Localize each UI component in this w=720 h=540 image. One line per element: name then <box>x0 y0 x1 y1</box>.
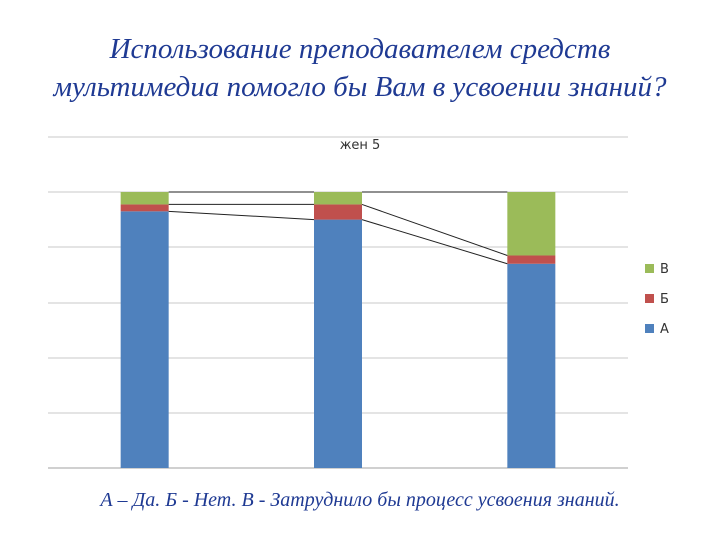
legend-swatch-А <box>645 324 654 333</box>
legend-label-А: А <box>660 322 669 337</box>
page-title: Использование преподавателем средств мул… <box>0 30 720 106</box>
chart-title: жен 5 <box>340 138 381 153</box>
title-line-1: Использование преподавателем средств <box>109 33 611 65</box>
bar-Б-0 <box>120 204 169 212</box>
series-line-Б-1 <box>361 203 508 256</box>
bars <box>120 192 556 468</box>
legend-swatch-Б <box>645 294 654 303</box>
legend-label-В: В <box>660 262 669 277</box>
bar-В-1 <box>314 192 362 205</box>
bar-Б-2 <box>507 255 556 264</box>
series-line-А-0 <box>168 210 315 221</box>
legend-label-Б: Б <box>660 292 669 307</box>
bar-В-2 <box>507 192 556 256</box>
legend-swatch-В <box>645 264 654 273</box>
legend: ВБА <box>645 262 669 337</box>
bar-А-2 <box>507 263 556 468</box>
series-lines <box>168 191 508 265</box>
bar-В-0 <box>120 192 169 205</box>
legend-caption: А – Да. Б - Нет. В - Затруднило бы проце… <box>100 489 620 511</box>
bar-А-1 <box>314 219 362 468</box>
title-line-2: мультимедиа помогло бы Вам в усвоении зн… <box>53 71 667 103</box>
bar-А-0 <box>120 211 169 468</box>
bar-Б-1 <box>314 204 362 220</box>
series-line-А-1 <box>361 219 508 265</box>
